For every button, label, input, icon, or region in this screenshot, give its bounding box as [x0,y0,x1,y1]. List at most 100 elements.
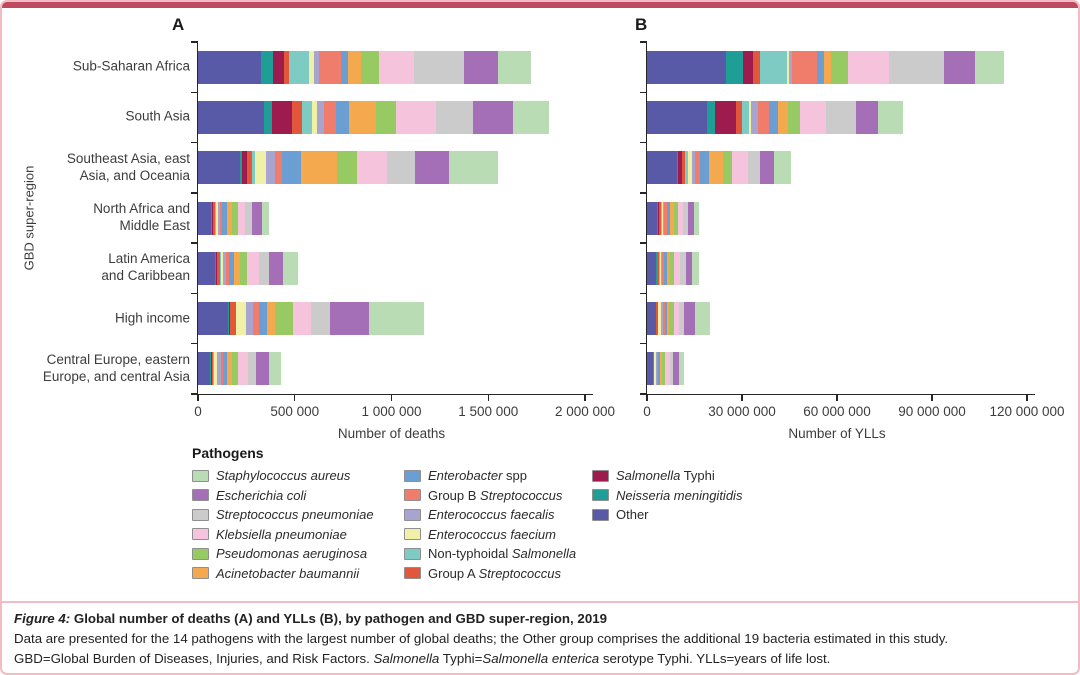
bar-segment-enterococcus-faecium [215,201,218,235]
bar-segment-enterobacter-spp [816,50,824,84]
legend-item-other: Other [592,505,742,525]
bar-segment-enterococcus-faecium [748,100,752,134]
x-tick-label: 500 000 [270,404,320,419]
bar-segment-klebsiella-pneumoniae [847,50,889,84]
stacked-bar-high-income [198,302,425,336]
bar-segment-salmonella-typhi [241,151,247,185]
stacked-bar-southeast-asia-east [198,151,498,185]
bar-segment-klebsiella-pneumoniae [395,100,436,134]
bar-segment-acinetobacter-baumannii [348,100,376,134]
caption-divider [2,601,1078,603]
bar-segment-non-typhoidal-salmonella [659,251,660,285]
bar-segment-group-a-streptococcus [659,201,661,235]
y-axis-label-south-asia: South Asia [125,108,190,124]
legend-label-group-a-streptococcus: Group A Streptococcus [428,565,561,581]
x-tick-label: 120 000 000 [989,404,1065,419]
stacked-bar-north-africa-and [198,201,270,235]
legend-swatch-enterococcus-faecium [404,528,421,541]
caption-title-line: Figure 4: Global number of deaths (A) an… [14,609,1068,629]
bar-segment-enterococcus-faecium [220,251,223,285]
bar-segment-enterococcus-faecium [236,302,246,336]
bar-segment-neisseria-meningitidis [657,201,659,235]
stacked-bar-latin-america [647,251,699,285]
bar-segment-enterococcus-faecalis [655,352,657,386]
bar-segment-enterococcus-faecalis [691,151,696,185]
bar-segment-staphylococcus-aureus [269,352,282,386]
caption-figure-number: Figure 4: [14,611,71,626]
bar-segment-acinetobacter-baumannii [267,302,276,336]
legend-title: Pathogens [192,445,264,461]
bar-segment-streptococcus-pneumoniae [747,151,761,185]
bar-segment-enterococcus-faecalis [217,201,220,235]
panel-a-label: A [172,15,185,34]
bar-segment-escherichia-coli [464,50,498,84]
bar-segment-acinetobacter-baumannii [659,352,663,386]
bar-segment-enterobacter-spp [657,352,660,386]
x-axis-title: Number of deaths [337,426,446,441]
y-axis-tick [191,343,198,345]
legend-label-other: Other [616,507,649,523]
bar-segment-escherichia-coli [269,251,283,285]
y-axis-tick [640,393,647,395]
legend-swatch-klebsiella-pneumoniae [192,528,209,541]
legend-label-escherichia-coli: Escherichia coli [216,487,307,503]
bar-segment-staphylococcus-aureus [448,151,498,185]
bar-segment-pseudomonas-aeruginosa [275,302,294,336]
x-axis-tick [646,394,648,401]
legend-column-3: Salmonella Typhi Neisseria meningitidis Ot… [592,466,742,583]
legend-swatch-enterobacter-spp [404,469,421,482]
y-axis-label-central-europe-eastern: Central Europe, eastern Europe, and cent… [42,351,190,384]
bar-segment-group-b-streptococcus [662,251,665,285]
bar-segment-enterococcus-faecalis [265,151,275,185]
legend-label-salmonella-typhi: Salmonella Typhi [616,468,715,484]
legend-label-enterobacter-spp: Enterobacter spp [428,468,528,484]
legend-item-streptococcus-pneumoniae: Streptococcus pneumoniae [192,505,404,525]
legend-swatch-group-b-streptococcus [404,489,421,502]
bar-segment-pseudomonas-aeruginosa [788,100,801,134]
bar-segment-enterobacter-spp [222,201,227,235]
bar-segment-klebsiella-pneumoniae [677,201,684,235]
bar-segment-klebsiella-pneumoniae [379,50,415,84]
x-axis-tick [836,394,838,401]
bar-segment-non-typhoidal-salmonella [760,50,788,84]
bar-segment-other [647,151,678,185]
stacked-bar-latin-america [198,251,299,285]
bar-segment-streptococcus-pneumoniae [247,352,256,386]
y-axis-tick [191,242,198,244]
bar-segment-other [198,201,211,235]
legend-swatch-salmonella-typhi [592,469,609,482]
bar-segment-salmonella-typhi [272,50,285,84]
bar-segment-non-typhoidal-salmonella [251,151,255,185]
legend-item-pseudomonas-aeruginosa: Pseudomonas aeruginosa [192,544,404,564]
y-axis-tick [191,91,198,93]
bar-segment-pseudomonas-aeruginosa [670,251,674,285]
bar-segment-salmonella-typhi [211,201,213,235]
bar-segment-klebsiella-pneumoniae [247,251,260,285]
pathogen-legend: Pathogens Staphylococcus aureus Escherich… [192,445,892,583]
y-axis-tick [640,41,647,43]
legend-item-klebsiella-pneumoniae: Klebsiella pneumoniae [192,525,404,545]
legend-label-enterococcus-faecalis: Enterococcus faecalis [428,507,555,523]
bar-segment-other [198,352,210,386]
bar-segment-salmonella-typhi [215,251,217,285]
bar-segment-other [647,201,658,235]
legend-item-group-b-streptococcus: Group B Streptococcus [404,486,592,506]
bar-segment-non-typhoidal-salmonella [301,100,312,134]
bar-segment-other [647,50,727,84]
bar-segment-neisseria-meningitidis [239,151,242,185]
bar-segment-salmonella-typhi [658,201,659,235]
bar-segment-enterococcus-faecium [654,352,656,386]
bar-segment-enterococcus-faecalis [660,302,663,336]
legend-item-enterococcus-faecalis: Enterococcus faecalis [404,505,592,525]
y-axis-label-sub-saharan-africa: Sub-Saharan Africa [72,58,190,74]
bar-segment-escherichia-coli [944,50,975,84]
bar-segment-staphylococcus-aureus [497,50,531,84]
x-axis-line [197,394,593,396]
legend-item-enterobacter-spp: Enterobacter spp [404,466,592,486]
legend-column-2: Enterobacter spp Group B Streptococcus Ent… [404,466,592,583]
y-axis-label-southeast-asia-east: Southeast Asia, east Asia, and Oceania [66,150,190,183]
legend-label-enterococcus-faecium: Enterococcus faecium [428,526,556,542]
bar-segment-enterococcus-faecalis [316,100,324,134]
stacked-bar-north-africa-and [647,201,699,235]
